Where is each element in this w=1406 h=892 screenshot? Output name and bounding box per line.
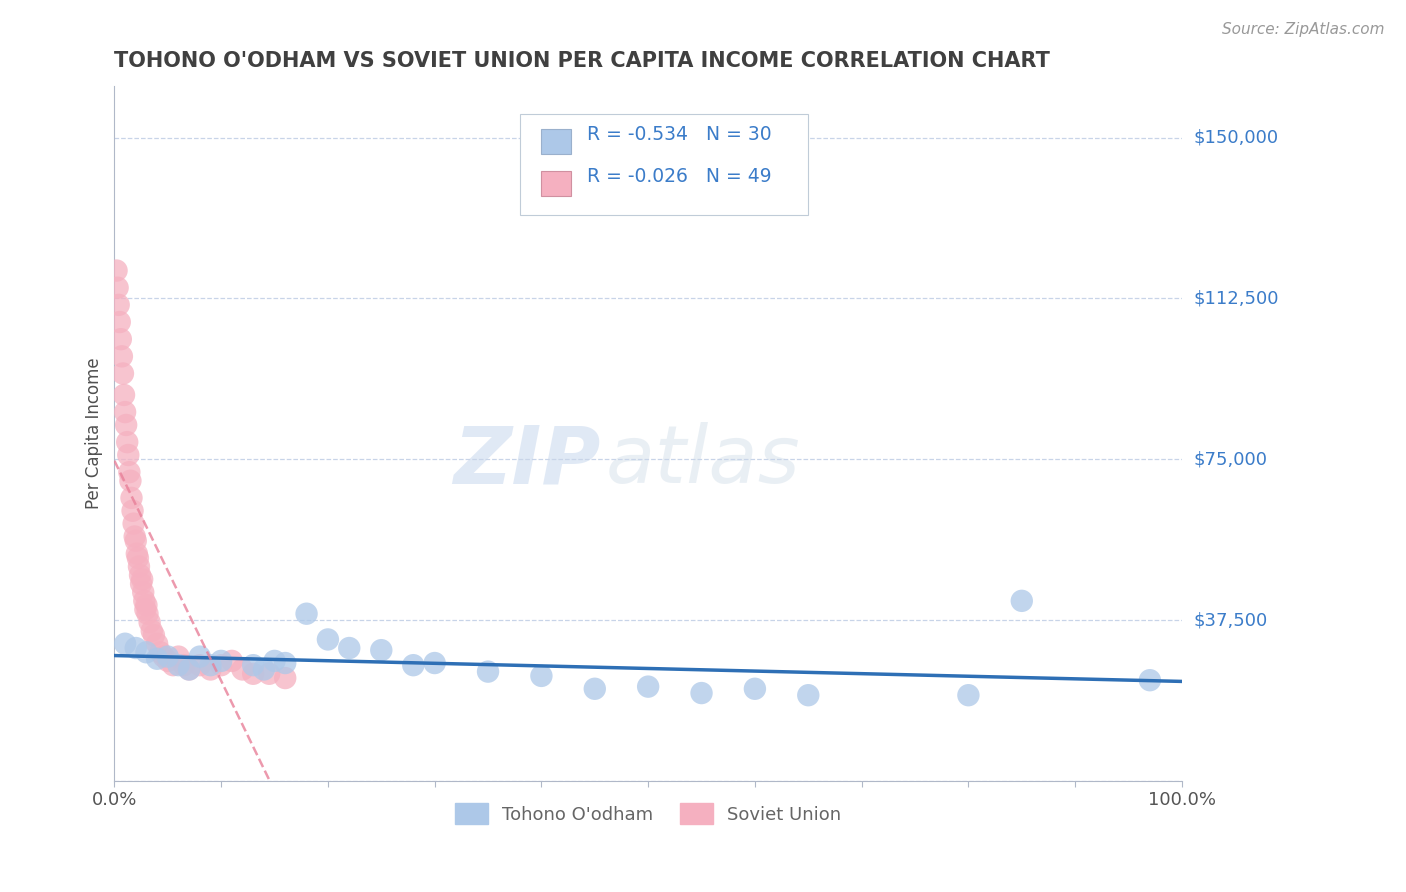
FancyBboxPatch shape xyxy=(520,114,808,215)
Text: $112,500: $112,500 xyxy=(1194,289,1278,308)
Point xyxy=(135,645,157,659)
Point xyxy=(337,640,360,655)
Point xyxy=(122,516,145,531)
Point xyxy=(242,666,264,681)
Text: $75,000: $75,000 xyxy=(1194,450,1267,468)
Point xyxy=(152,649,174,664)
Point xyxy=(125,640,148,655)
Text: R = -0.534   N = 30: R = -0.534 N = 30 xyxy=(588,125,772,145)
Point xyxy=(242,658,264,673)
Text: ZIP: ZIP xyxy=(453,422,600,500)
Text: TOHONO O'ODHAM VS SOVIET UNION PER CAPITA INCOME CORRELATION CHART: TOHONO O'ODHAM VS SOVIET UNION PER CAPIT… xyxy=(114,51,1050,70)
Point xyxy=(162,658,184,673)
Point xyxy=(107,281,129,295)
Point xyxy=(134,594,156,608)
Point xyxy=(118,465,141,479)
Point xyxy=(135,598,157,612)
Point xyxy=(115,435,138,450)
Point xyxy=(209,654,232,668)
Point xyxy=(274,656,297,670)
Point xyxy=(142,628,165,642)
Point xyxy=(117,448,139,462)
Point xyxy=(124,529,146,543)
Point xyxy=(125,533,148,548)
Point xyxy=(146,637,169,651)
Point xyxy=(146,652,169,666)
Point xyxy=(530,669,553,683)
Y-axis label: Per Capita Income: Per Capita Income xyxy=(86,358,103,509)
Point xyxy=(141,624,163,638)
Point xyxy=(125,547,148,561)
Point xyxy=(128,559,150,574)
Point xyxy=(231,663,253,677)
Text: R = -0.026   N = 49: R = -0.026 N = 49 xyxy=(588,167,772,186)
Point xyxy=(295,607,318,621)
Point xyxy=(179,663,201,677)
Point xyxy=(129,576,152,591)
Point xyxy=(105,263,128,277)
Text: $37,500: $37,500 xyxy=(1194,611,1267,629)
Point xyxy=(121,491,143,505)
Point xyxy=(112,388,135,402)
Point xyxy=(111,367,134,381)
Point xyxy=(115,417,138,432)
Point xyxy=(690,686,713,700)
Point xyxy=(121,504,143,518)
FancyBboxPatch shape xyxy=(541,170,571,196)
Point xyxy=(107,298,129,312)
Point xyxy=(477,665,499,679)
Point xyxy=(402,658,425,673)
Point xyxy=(263,654,285,668)
Text: $150,000: $150,000 xyxy=(1194,128,1278,146)
Point xyxy=(637,680,659,694)
Point xyxy=(108,315,131,329)
Text: atlas: atlas xyxy=(606,422,800,500)
Point xyxy=(1139,673,1161,688)
Point xyxy=(127,551,149,566)
Point xyxy=(149,645,172,659)
Point xyxy=(179,663,201,677)
Point xyxy=(221,654,243,668)
Point xyxy=(129,568,152,582)
Point xyxy=(167,658,190,673)
Point xyxy=(134,602,156,616)
Point xyxy=(173,658,195,673)
Point xyxy=(744,681,766,696)
Point xyxy=(132,585,155,599)
Point xyxy=(188,658,211,673)
Point xyxy=(120,474,142,488)
Point xyxy=(110,332,132,346)
Point xyxy=(583,681,606,696)
Point xyxy=(131,573,153,587)
Point xyxy=(423,656,446,670)
Point xyxy=(114,637,136,651)
Point xyxy=(253,663,276,677)
Point xyxy=(797,688,820,702)
Legend: Tohono O'odham, Soviet Union: Tohono O'odham, Soviet Union xyxy=(456,803,841,824)
Point xyxy=(167,649,190,664)
Point xyxy=(1011,594,1033,608)
Point xyxy=(370,643,392,657)
Point xyxy=(200,658,222,673)
Point xyxy=(209,658,232,673)
Point xyxy=(114,405,136,419)
Point xyxy=(316,632,339,647)
Point xyxy=(188,649,211,664)
Text: Source: ZipAtlas.com: Source: ZipAtlas.com xyxy=(1222,22,1385,37)
Point xyxy=(957,688,980,702)
Point xyxy=(200,663,222,677)
Point xyxy=(136,607,159,621)
Point xyxy=(274,671,297,685)
Point xyxy=(138,615,160,630)
FancyBboxPatch shape xyxy=(541,129,571,154)
Point xyxy=(257,666,280,681)
Point xyxy=(156,649,179,664)
Point xyxy=(111,349,134,363)
Point xyxy=(156,654,179,668)
